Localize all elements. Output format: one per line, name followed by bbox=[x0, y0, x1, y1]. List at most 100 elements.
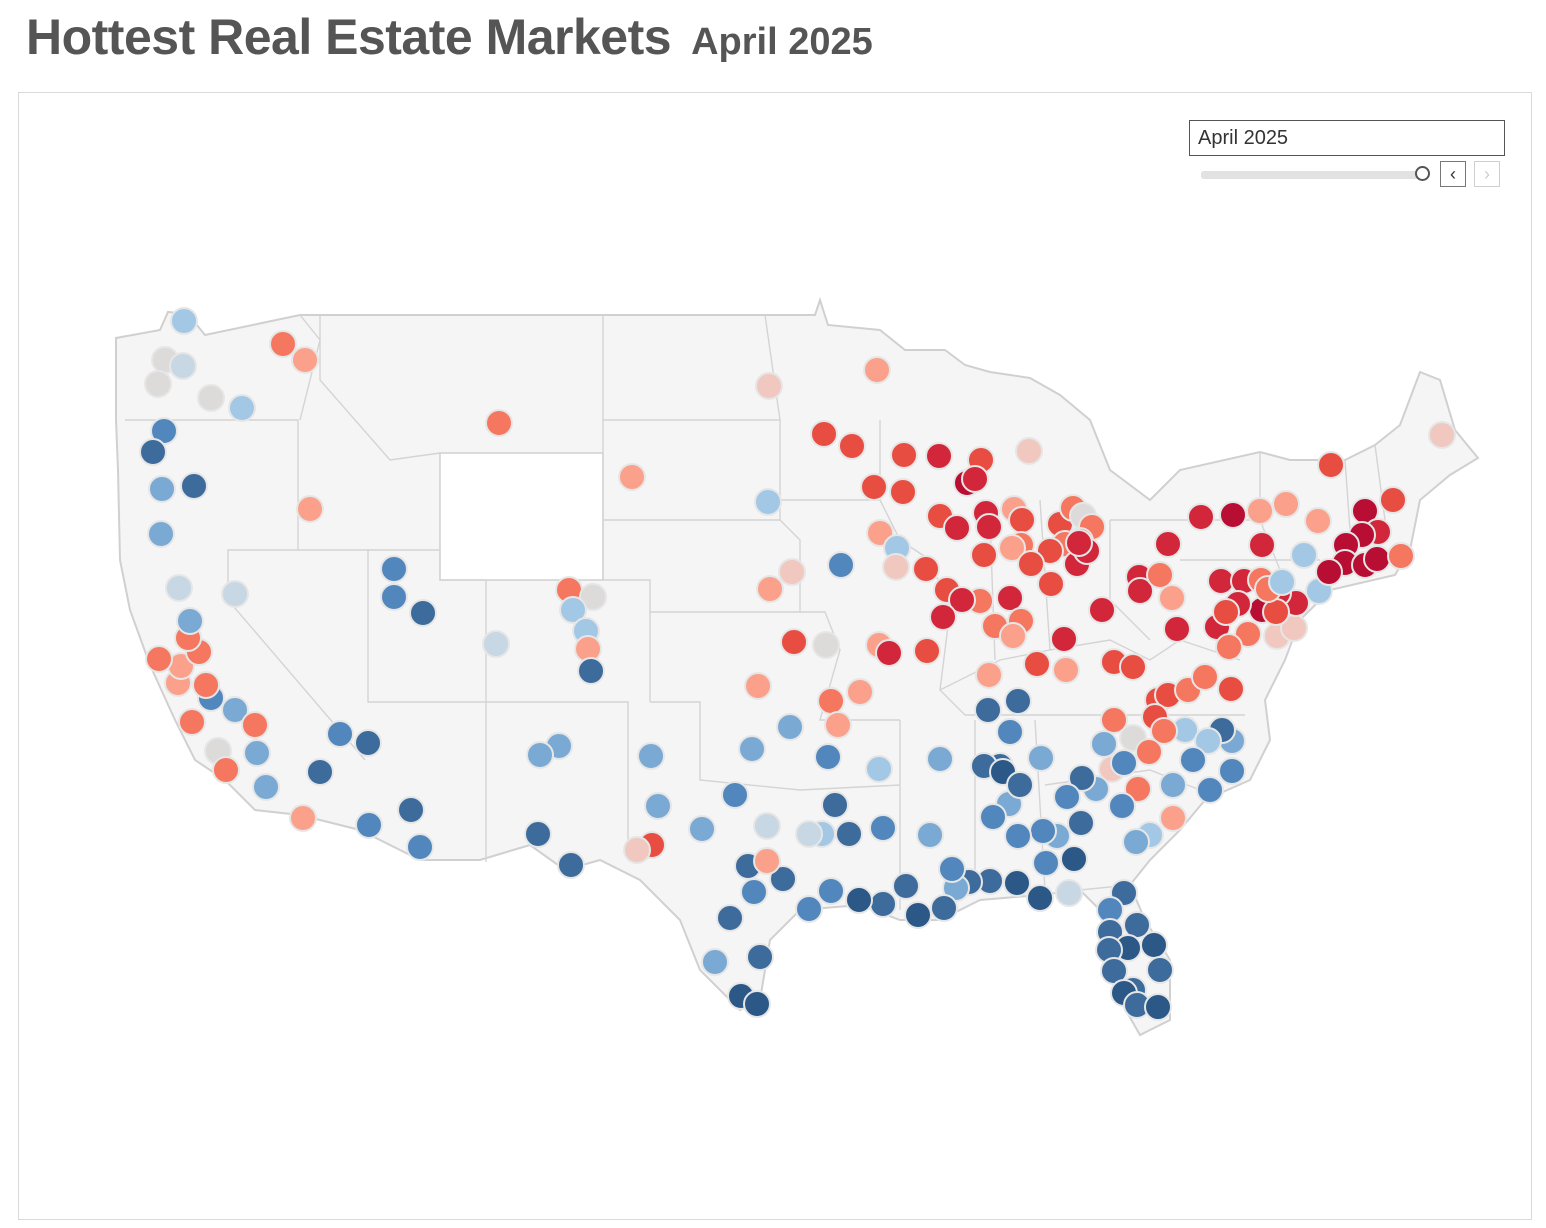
market-marker[interactable] bbox=[743, 990, 771, 1018]
market-marker[interactable] bbox=[1067, 809, 1095, 837]
market-marker[interactable] bbox=[1006, 771, 1034, 799]
market-marker[interactable] bbox=[147, 520, 175, 548]
market-marker[interactable] bbox=[979, 803, 1007, 831]
market-marker[interactable] bbox=[1179, 746, 1207, 774]
market-marker[interactable] bbox=[780, 628, 808, 656]
market-marker[interactable] bbox=[970, 541, 998, 569]
market-marker[interactable] bbox=[165, 574, 193, 602]
market-marker[interactable] bbox=[1060, 845, 1088, 873]
market-marker[interactable] bbox=[1217, 675, 1245, 703]
market-marker[interactable] bbox=[999, 622, 1027, 650]
market-marker[interactable] bbox=[1150, 717, 1178, 745]
market-marker[interactable] bbox=[1163, 615, 1191, 643]
market-marker[interactable] bbox=[948, 586, 976, 614]
market-marker[interactable] bbox=[221, 696, 249, 724]
market-marker[interactable] bbox=[1154, 530, 1182, 558]
market-marker[interactable] bbox=[291, 346, 319, 374]
market-marker[interactable] bbox=[524, 820, 552, 848]
market-marker[interactable] bbox=[1068, 764, 1096, 792]
market-marker[interactable] bbox=[975, 661, 1003, 689]
market-marker[interactable] bbox=[241, 711, 269, 739]
market-marker[interactable] bbox=[1053, 783, 1081, 811]
market-marker[interactable] bbox=[1159, 771, 1187, 799]
market-marker[interactable] bbox=[769, 865, 797, 893]
market-marker[interactable] bbox=[753, 847, 781, 875]
market-marker[interactable] bbox=[1029, 817, 1057, 845]
market-marker[interactable] bbox=[1187, 503, 1215, 531]
market-marker[interactable] bbox=[746, 943, 774, 971]
market-marker[interactable] bbox=[1135, 738, 1163, 766]
market-marker[interactable] bbox=[1004, 822, 1032, 850]
market-marker[interactable] bbox=[821, 791, 849, 819]
market-marker[interactable] bbox=[644, 792, 672, 820]
market-marker[interactable] bbox=[1090, 730, 1118, 758]
market-marker[interactable] bbox=[835, 820, 863, 848]
market-marker[interactable] bbox=[827, 551, 855, 579]
market-marker[interactable] bbox=[996, 718, 1024, 746]
market-marker[interactable] bbox=[1055, 879, 1083, 907]
market-marker[interactable] bbox=[1017, 550, 1045, 578]
market-marker[interactable] bbox=[838, 432, 866, 460]
market-marker[interactable] bbox=[1268, 568, 1296, 596]
market-marker[interactable] bbox=[1026, 884, 1054, 912]
market-marker[interactable] bbox=[740, 878, 768, 906]
market-marker[interactable] bbox=[1218, 757, 1246, 785]
market-marker[interactable] bbox=[1234, 620, 1262, 648]
market-marker[interactable] bbox=[355, 811, 383, 839]
market-marker[interactable] bbox=[482, 630, 510, 658]
market-marker[interactable] bbox=[753, 812, 781, 840]
market-marker[interactable] bbox=[1317, 451, 1345, 479]
market-marker[interactable] bbox=[1215, 633, 1243, 661]
market-marker[interactable] bbox=[269, 330, 297, 358]
market-marker[interactable] bbox=[170, 307, 198, 335]
market-marker[interactable] bbox=[1246, 497, 1274, 525]
market-marker[interactable] bbox=[409, 599, 437, 627]
market-marker[interactable] bbox=[776, 713, 804, 741]
market-marker[interactable] bbox=[716, 904, 744, 932]
market-marker[interactable] bbox=[701, 948, 729, 976]
market-marker[interactable] bbox=[306, 758, 334, 786]
market-marker[interactable] bbox=[221, 580, 249, 608]
market-marker[interactable] bbox=[892, 872, 920, 900]
market-marker[interactable] bbox=[326, 720, 354, 748]
market-marker[interactable] bbox=[865, 755, 893, 783]
next-button[interactable]: › bbox=[1474, 161, 1500, 187]
market-marker[interactable] bbox=[869, 890, 897, 918]
market-marker[interactable] bbox=[845, 886, 873, 914]
market-marker[interactable] bbox=[1023, 650, 1051, 678]
market-marker[interactable] bbox=[178, 708, 206, 736]
market-marker[interactable] bbox=[1248, 531, 1276, 559]
market-marker[interactable] bbox=[1126, 577, 1154, 605]
market-marker[interactable] bbox=[289, 804, 317, 832]
market-marker[interactable] bbox=[912, 555, 940, 583]
market-marker[interactable] bbox=[557, 851, 585, 879]
market-marker[interactable] bbox=[526, 741, 554, 769]
market-marker[interactable] bbox=[577, 657, 605, 685]
market-marker[interactable] bbox=[860, 473, 888, 501]
market-marker[interactable] bbox=[1032, 849, 1060, 877]
market-marker[interactable] bbox=[1036, 537, 1064, 565]
market-marker[interactable] bbox=[579, 583, 607, 611]
market-marker[interactable] bbox=[812, 631, 840, 659]
market-marker[interactable] bbox=[721, 781, 749, 809]
market-marker[interactable] bbox=[192, 671, 220, 699]
market-marker[interactable] bbox=[795, 820, 823, 848]
market-marker[interactable] bbox=[1015, 437, 1043, 465]
market-marker[interactable] bbox=[869, 814, 897, 842]
market-marker[interactable] bbox=[817, 687, 845, 715]
market-marker[interactable] bbox=[890, 441, 918, 469]
market-marker[interactable] bbox=[397, 796, 425, 824]
market-marker[interactable] bbox=[1050, 625, 1078, 653]
market-marker[interactable] bbox=[975, 513, 1003, 541]
market-marker[interactable] bbox=[176, 607, 204, 635]
market-marker[interactable] bbox=[139, 438, 167, 466]
market-marker[interactable] bbox=[380, 583, 408, 611]
market-marker[interactable] bbox=[1212, 598, 1240, 626]
market-marker[interactable] bbox=[882, 553, 910, 581]
date-slider-track[interactable] bbox=[1201, 171, 1423, 179]
market-marker[interactable] bbox=[1119, 653, 1147, 681]
market-marker[interactable] bbox=[197, 384, 225, 412]
market-marker[interactable] bbox=[889, 478, 917, 506]
market-marker[interactable] bbox=[1387, 542, 1415, 570]
market-marker[interactable] bbox=[1052, 656, 1080, 684]
